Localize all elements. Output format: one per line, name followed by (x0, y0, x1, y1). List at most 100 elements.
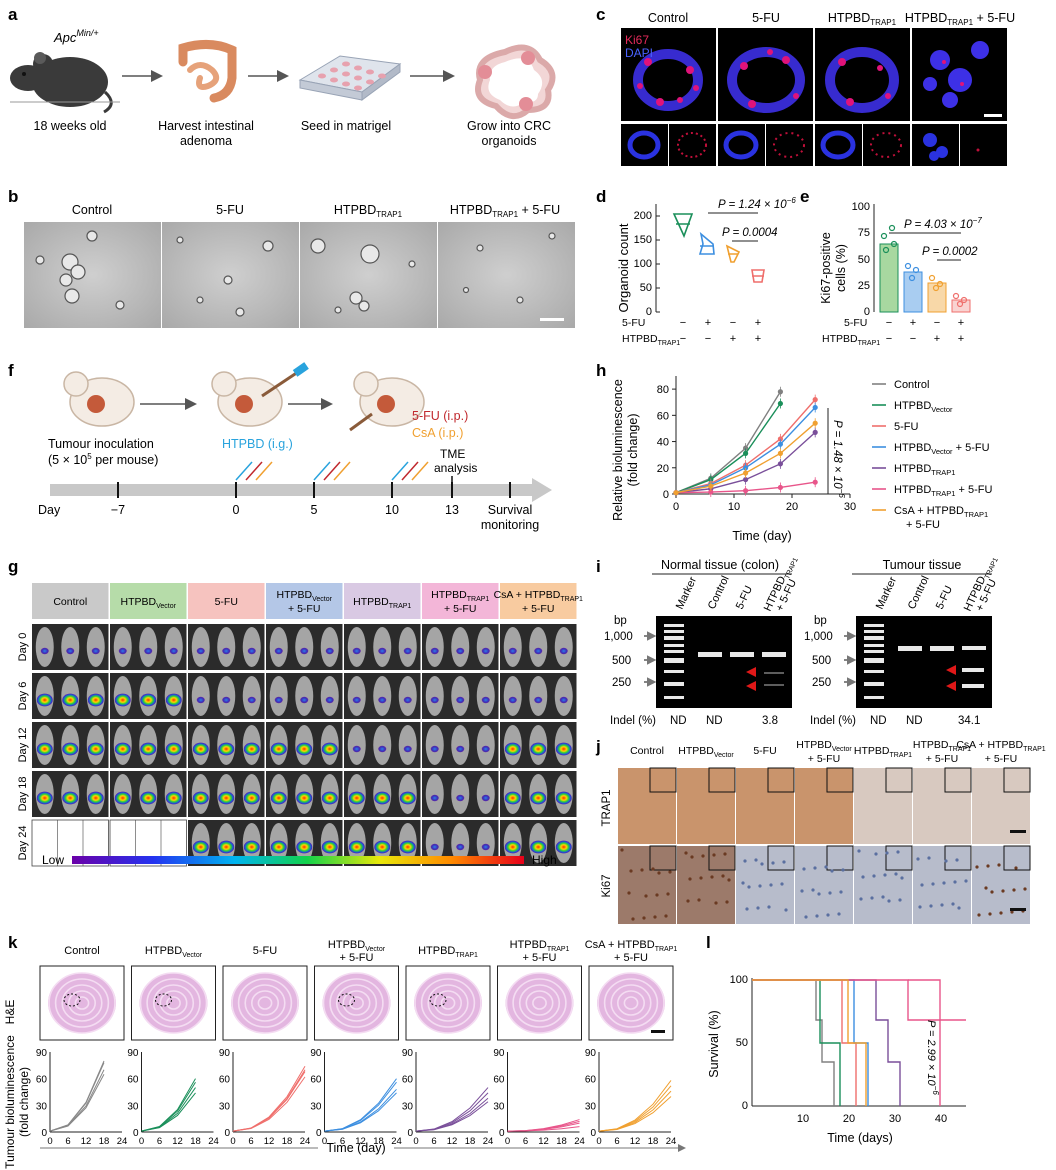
i-indel-value: ND (670, 715, 687, 727)
k-tumour-outline (429, 993, 447, 1007)
e-sign: − (886, 317, 892, 329)
k-ytick: 0 (41, 1128, 47, 1139)
k-ytick: 0 (407, 1128, 413, 1139)
j-nucleus (859, 897, 863, 901)
h-data-point (812, 397, 818, 403)
step-label-2a: Harvest intestinal (158, 119, 254, 133)
d-ytick: 200 (634, 210, 652, 222)
mouse-genotype: ApcMin/+ (53, 28, 99, 45)
j-nucleus (944, 859, 948, 863)
g-signal-blob (91, 647, 100, 655)
j-nucleus (857, 849, 861, 853)
k-he-spiral (152, 984, 195, 1022)
e-pvalue-2: P = 0.0002 (922, 246, 978, 258)
h-xtick-label: 30 (844, 501, 856, 513)
k-col-label-2: + 5-FU (523, 952, 557, 964)
k-xtick: 6 (614, 1136, 619, 1147)
j-nucleus (644, 894, 648, 898)
k-individual-curve (415, 1087, 489, 1132)
c-label-combo: HTPBDTRAP1 + 5-FU (905, 11, 1015, 27)
k-xtick: 24 (574, 1136, 585, 1147)
g-group-label: Control (53, 596, 87, 608)
k-he-spiral (610, 984, 652, 1022)
g-mouse-silhouette (476, 823, 495, 863)
g-signal-blob (456, 647, 465, 655)
i-bp-tick: 250 (812, 677, 831, 689)
g-group-label: HTPBDVector (121, 596, 177, 610)
g-signal-blob (36, 791, 53, 805)
g-signal-blob (348, 791, 365, 805)
e-ytick: 100 (852, 201, 870, 213)
d-pvalue-2: P = 0.0004 (722, 227, 778, 239)
g-mouse-silhouette (529, 627, 548, 667)
j-nucleus (631, 917, 635, 921)
k-he-section (48, 973, 116, 1033)
l-ytick: 0 (742, 1100, 748, 1112)
l-ytick: 100 (730, 974, 748, 986)
j-nucleus (714, 901, 718, 905)
k-ytick: 30 (493, 1101, 505, 1112)
panel-h: Relative bioluminescence (fold change) 0… (611, 376, 993, 543)
g-group-label-2: + 5-FU (444, 603, 476, 615)
g-signal-blob (87, 693, 104, 707)
j-inset (944, 845, 972, 871)
j-nucleus (826, 913, 830, 917)
k-individual-curve (141, 1092, 196, 1132)
g-signal-blob (243, 791, 260, 805)
g-signal-blob (243, 742, 260, 756)
g-signal-blob (321, 840, 338, 854)
j-col-label: HTPBDVector (678, 745, 734, 759)
k-he-spiral (251, 990, 280, 1016)
g-signal-blob (481, 647, 490, 655)
l-xlabel: Time (days) (827, 1131, 893, 1145)
k-xtick: 0 (47, 1136, 52, 1147)
k-xtick: 18 (99, 1136, 110, 1147)
k-xtick: 12 (264, 1136, 275, 1147)
g-signal-blob (114, 742, 131, 756)
k-he-spiral (231, 972, 299, 1034)
k-ytick: 90 (402, 1048, 414, 1059)
g-signal-blob (456, 745, 465, 753)
k-xtick: 12 (355, 1136, 366, 1147)
f-tick: 5 (311, 503, 318, 517)
j-nucleus (655, 893, 659, 897)
j-nucleus (745, 907, 749, 911)
g-signal-blob (348, 840, 365, 854)
l-survival-curves (752, 979, 966, 1106)
j-inset (826, 845, 854, 871)
g-signal-blob (374, 840, 391, 854)
g-signal-blob (296, 742, 313, 756)
g-signal-blob (270, 791, 287, 805)
k-he-spiral (74, 996, 90, 1010)
k-ytick: 0 (133, 1128, 139, 1139)
j-nucleus (874, 852, 878, 856)
k-ytick: 30 (585, 1101, 597, 1112)
g-signal-blob (62, 693, 79, 707)
j-nucleus (782, 860, 786, 864)
c-legend-ki67: Ki67 (625, 33, 649, 47)
k-xtick: 18 (465, 1136, 476, 1147)
k-xtick: 0 (596, 1136, 601, 1147)
j-nucleus (699, 876, 703, 880)
j-inset (767, 845, 795, 871)
f-day-label: Day (38, 503, 61, 517)
j-ihc-trap1 (618, 768, 676, 844)
step-label-3: Seed in matrigel (301, 119, 391, 133)
g-signal-blob (399, 840, 416, 854)
k-he-spiral (597, 972, 665, 1034)
j-nucleus (841, 868, 845, 872)
j-inset (649, 845, 677, 871)
k-he-spiral (244, 984, 286, 1022)
h-ylabel-1: Relative bioluminescence (611, 379, 625, 521)
k-individual-curve (49, 1073, 105, 1132)
j-nucleus (839, 890, 843, 894)
panel-c: Control 5-FU HTPBDTRAP1 HTPBDTRAP1 + 5-F… (621, 11, 1015, 166)
h-xtick-label: 0 (673, 501, 679, 513)
j-nucleus (1001, 889, 1005, 893)
i-bp-tick: 500 (812, 655, 831, 667)
g-mouse-silhouette (425, 823, 444, 863)
k-individual-curve (49, 1060, 105, 1132)
g-signal-blob (530, 791, 547, 805)
g-signal-blob (559, 696, 568, 704)
